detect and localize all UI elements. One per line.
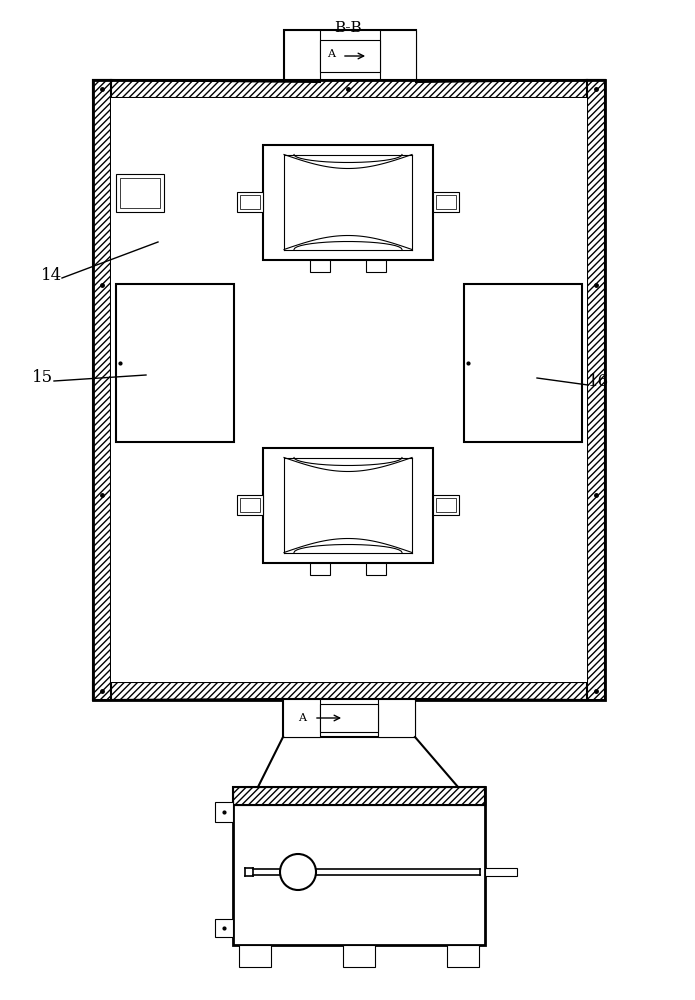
Bar	[116, 174, 164, 212]
Bar	[587, 80, 605, 700]
Text: A: A	[327, 49, 335, 59]
Text: 14: 14	[42, 266, 63, 284]
Bar	[343, 945, 375, 967]
Bar	[240, 195, 260, 209]
Bar	[284, 30, 320, 82]
Bar	[433, 192, 459, 212]
Bar	[263, 448, 433, 562]
Text: 15: 15	[31, 369, 53, 386]
Bar	[215, 919, 233, 937]
Bar	[283, 699, 320, 737]
Bar	[239, 945, 271, 967]
Bar	[310, 562, 330, 574]
Bar	[283, 699, 415, 737]
Bar	[233, 787, 485, 945]
Bar	[233, 787, 485, 805]
Bar	[93, 80, 111, 700]
Bar	[240, 498, 260, 512]
Circle shape	[280, 854, 316, 890]
Bar	[237, 192, 263, 212]
Bar	[366, 259, 386, 271]
Bar	[116, 284, 234, 442]
Bar	[93, 682, 605, 700]
Bar	[310, 259, 330, 271]
Bar	[320, 40, 380, 72]
Text: 16: 16	[587, 373, 609, 390]
Bar	[93, 80, 605, 700]
Bar	[237, 495, 263, 515]
Bar	[111, 98, 587, 682]
Bar	[93, 80, 605, 98]
Bar	[366, 562, 386, 574]
Bar	[485, 868, 517, 876]
Bar	[436, 195, 456, 209]
Bar	[233, 787, 485, 805]
Bar	[120, 178, 160, 208]
Bar	[320, 704, 378, 732]
Bar	[433, 495, 459, 515]
Bar	[380, 30, 416, 82]
Bar	[447, 945, 479, 967]
Bar	[263, 144, 433, 259]
Bar	[464, 284, 582, 442]
Bar	[284, 30, 416, 82]
Bar	[436, 498, 456, 512]
Text: B-B: B-B	[334, 21, 362, 35]
Bar	[215, 802, 233, 822]
Text: A: A	[298, 713, 306, 723]
Bar	[378, 699, 415, 737]
